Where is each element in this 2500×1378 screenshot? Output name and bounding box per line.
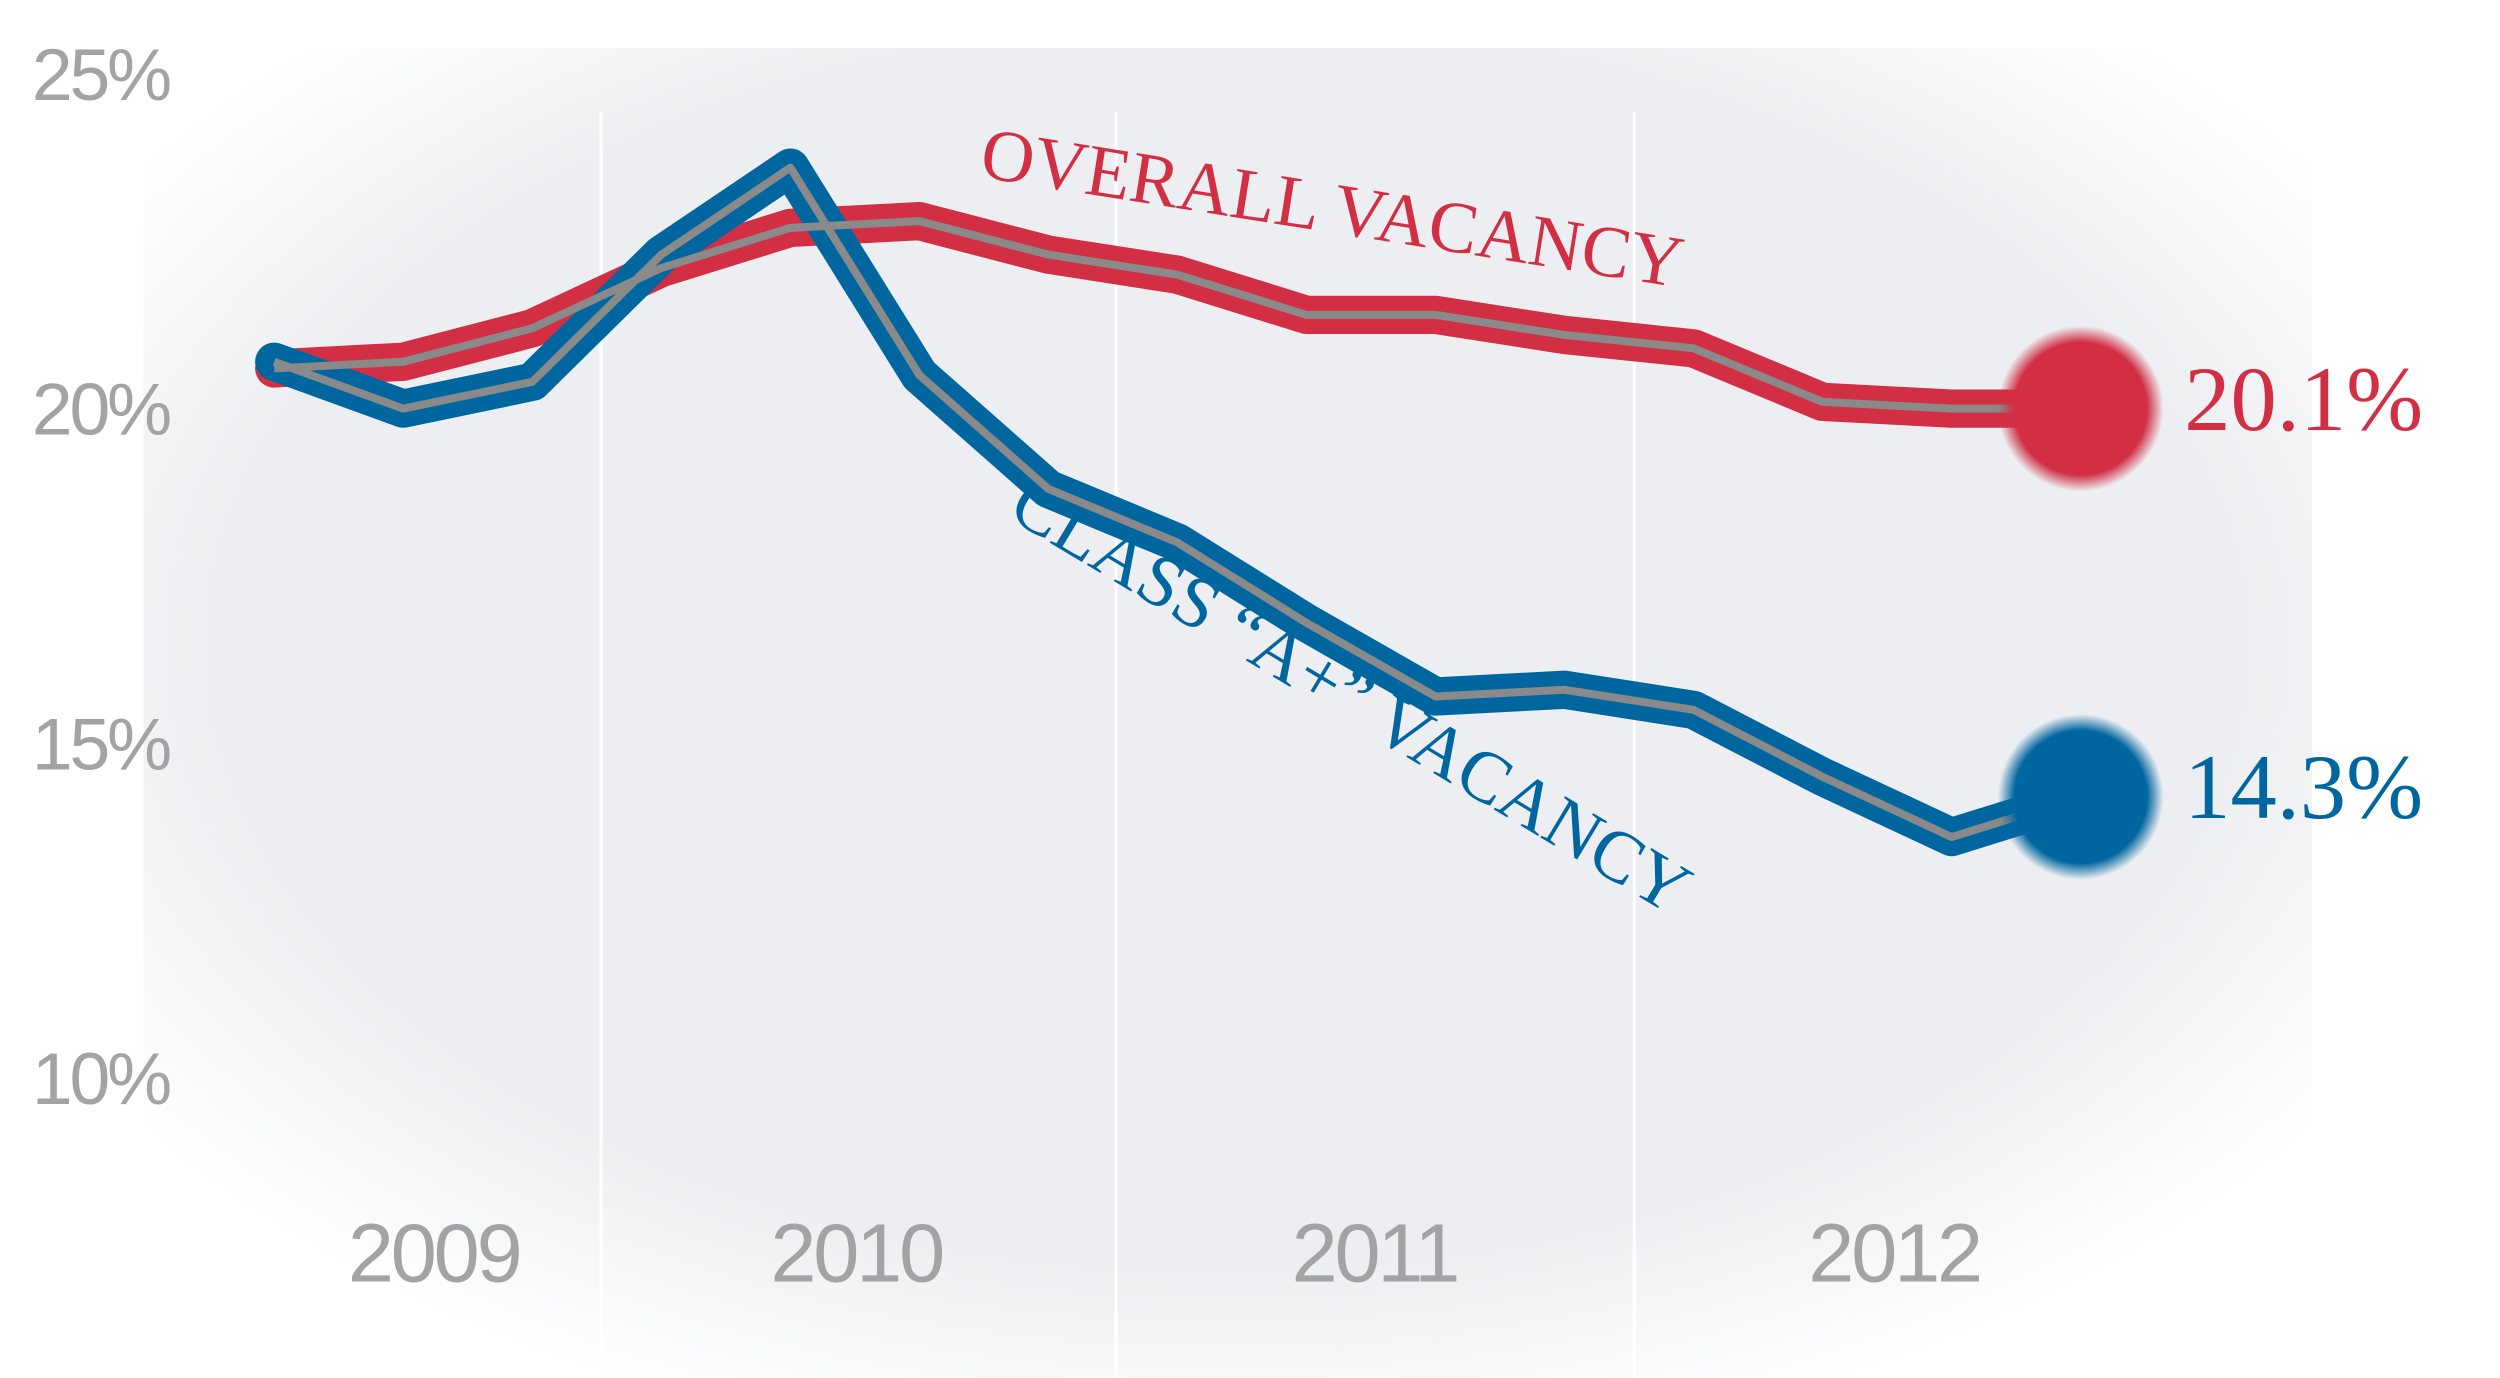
x-tick-label: 2011 xyxy=(1292,1207,1458,1300)
y-tick-label: 15% xyxy=(32,703,170,785)
end-label: 14.3% xyxy=(2184,737,2423,839)
series-center-line xyxy=(274,217,2081,413)
plot-background xyxy=(143,48,2312,1378)
end-label: 20.1% xyxy=(2184,349,2423,451)
y-tick-label: 20% xyxy=(32,369,170,451)
end-marker xyxy=(1997,325,2164,492)
x-tick-label: 2012 xyxy=(1808,1207,1980,1300)
series-center-line xyxy=(272,163,2082,842)
y-tick-label: 10% xyxy=(32,1038,170,1120)
x-tick-label: 2010 xyxy=(770,1207,942,1300)
end-marker xyxy=(1997,713,2164,880)
x-tick-label: 2009 xyxy=(348,1207,520,1300)
y-tick-label: 25% xyxy=(32,34,170,116)
